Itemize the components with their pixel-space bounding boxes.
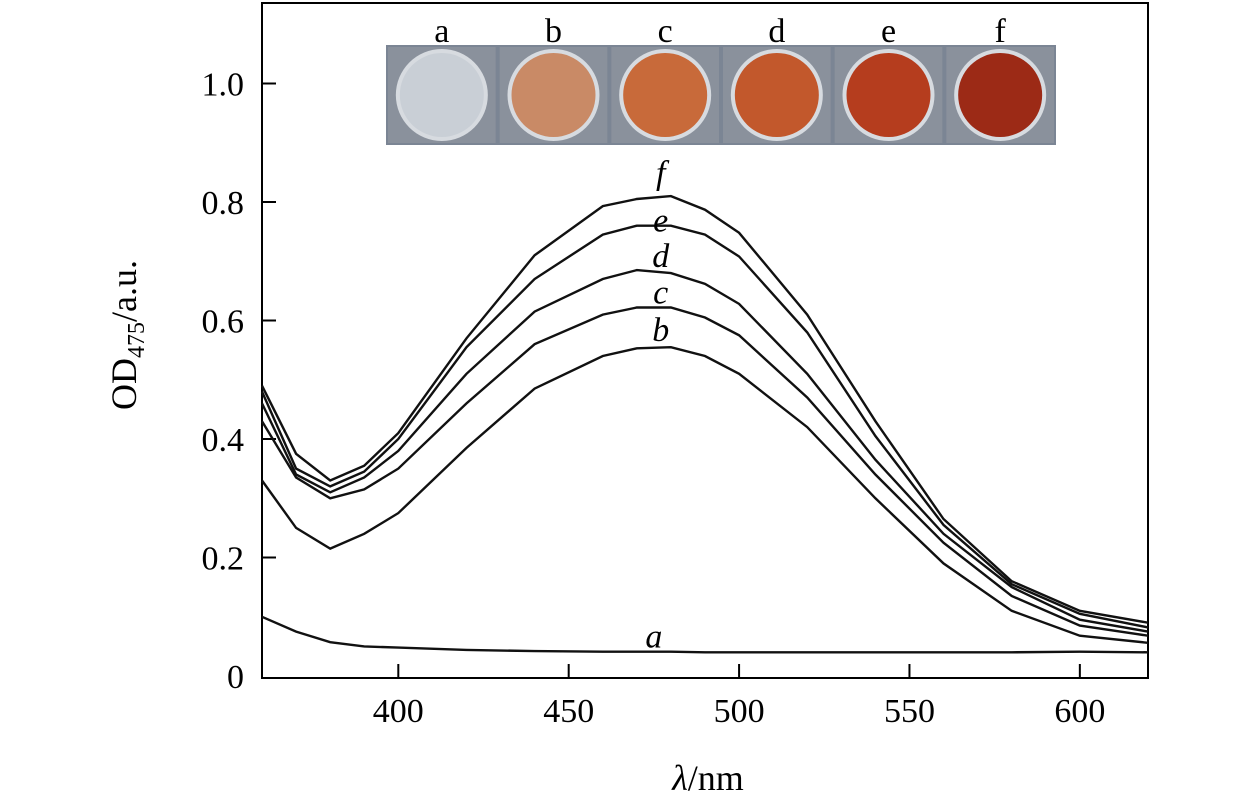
x-axis-symbol: λ <box>671 758 688 798</box>
series-label-f: f <box>656 155 670 192</box>
series-line-e <box>260 224 1149 629</box>
series-line-a <box>261 615 1149 654</box>
series-label-b: b <box>652 312 669 349</box>
inset-well-a <box>399 53 484 137</box>
series-label-a: a <box>645 619 662 656</box>
y-axis-ticks: 0 0.2 0.4 0.6 0.8 1.0 <box>202 67 276 696</box>
series-line-c <box>260 306 1149 637</box>
sample-photo-inset: a b c d e f <box>386 13 1056 145</box>
series-line-f <box>260 194 1149 624</box>
inset-background <box>386 45 1056 145</box>
series-label-d: d <box>652 238 670 275</box>
y-tick-label: 0.2 <box>202 541 245 578</box>
series-label-e: e <box>653 203 668 240</box>
series-line-d <box>260 268 1149 633</box>
x-tick-label: 500 <box>714 693 765 730</box>
inset-well-f <box>958 53 1043 137</box>
spectra-series <box>260 194 1149 654</box>
inset-label-d: d <box>768 13 785 50</box>
x-axis-title: λ/nm <box>671 758 744 798</box>
y-tick-label: 0 <box>227 659 244 696</box>
y-axis-subscript: 475 <box>124 322 150 358</box>
inset-well-c <box>623 53 708 137</box>
y-tick-label: 1.0 <box>202 67 245 104</box>
inset-label-c: c <box>658 13 673 50</box>
y-tick-label: 0.4 <box>202 422 245 459</box>
x-tick-label: 400 <box>373 693 424 730</box>
x-tick-label: 550 <box>884 693 935 730</box>
inset-label-a: a <box>434 13 449 50</box>
inset-label-f: f <box>995 13 1007 50</box>
x-axis-unit: /nm <box>688 758 744 798</box>
x-tick-label: 600 <box>1054 693 1105 730</box>
inset-label-b: b <box>545 13 562 50</box>
y-axis-main: OD <box>104 358 144 410</box>
x-tick-label: 450 <box>543 693 594 730</box>
series-line-b <box>261 345 1149 644</box>
series-label-c: c <box>653 274 668 311</box>
inset-well-e <box>846 53 931 137</box>
x-axis-ticks: 400 450 500 550 600 <box>373 664 1105 730</box>
y-axis-title: OD475/a.u. <box>104 260 150 410</box>
inset-well-d <box>734 53 819 137</box>
inset-label-e: e <box>881 13 896 50</box>
y-axis-unit: /a.u. <box>104 260 144 322</box>
y-tick-label: 0.8 <box>202 185 245 222</box>
plot-frame <box>261 2 1149 679</box>
y-tick-label: 0.6 <box>202 304 245 341</box>
inset-well-b <box>511 53 596 137</box>
